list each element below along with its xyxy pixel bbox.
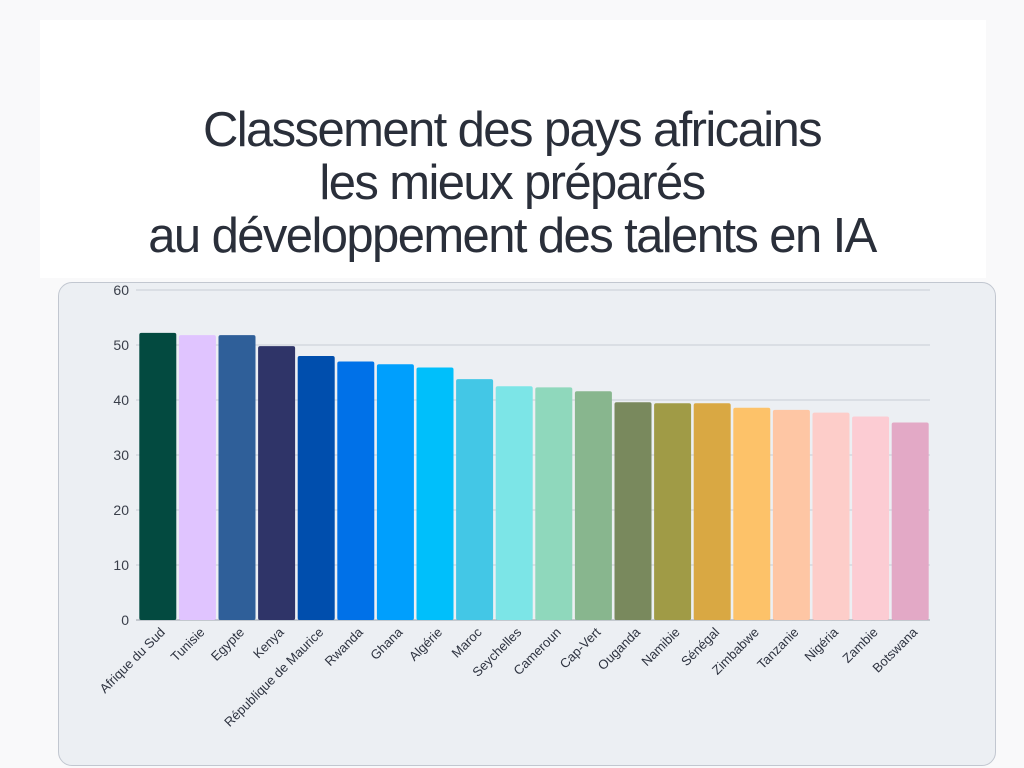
bar [535, 387, 573, 620]
bar [258, 346, 296, 620]
title-line-3: au développement des talents en IA [148, 209, 877, 263]
bar [376, 364, 414, 620]
x-tick-label: Kenya [250, 624, 287, 661]
bar [654, 403, 692, 620]
x-tick-label: Ouganda [595, 624, 644, 673]
bar [178, 335, 216, 620]
y-tick-label: 30 [113, 447, 129, 463]
y-tick-label: 10 [113, 557, 129, 573]
bar [416, 367, 454, 620]
bar [495, 386, 533, 620]
title-card [40, 20, 986, 278]
bar [337, 361, 375, 620]
x-tick-label: Maroc [449, 624, 485, 660]
y-tick-label: 40 [113, 392, 129, 408]
bar [693, 403, 731, 620]
x-tick-label: Namibie [638, 625, 682, 669]
x-tick-label: Nigéria [801, 624, 841, 664]
bar [614, 402, 652, 620]
bar [297, 356, 335, 620]
bar [456, 379, 494, 620]
bar [733, 407, 771, 620]
x-tick-label: Tunisie [168, 625, 208, 665]
y-tick-label: 0 [121, 612, 129, 628]
x-tick-label: Afrique du Sud [96, 625, 167, 696]
title-line-1: Classement des pays africains [202, 103, 823, 157]
y-tick-label: 20 [113, 502, 129, 518]
page-title: Classement des pays africains les mieux … [0, 104, 1024, 263]
x-tick-label: Rwanda [322, 624, 367, 669]
bar [852, 416, 890, 620]
x-tick-label: Egypte [208, 625, 247, 664]
x-tick-label: Tanzanie [754, 625, 801, 672]
x-tick-label: Algérie [406, 625, 445, 664]
bar [812, 412, 850, 620]
y-tick-label: 50 [113, 337, 129, 353]
bar [891, 422, 929, 620]
bar [218, 335, 256, 620]
y-tick-label: 60 [113, 282, 129, 298]
bar [772, 409, 810, 620]
bar [139, 332, 177, 620]
title-line-2: les mieux préparés [319, 156, 706, 210]
bar [574, 391, 612, 620]
x-tick-label: Ghana [367, 624, 406, 663]
